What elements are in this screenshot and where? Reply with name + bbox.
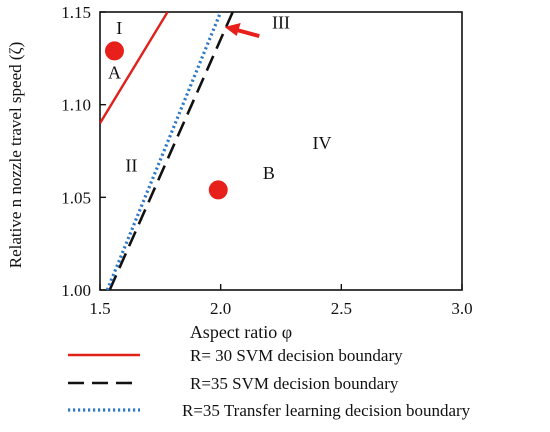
arrow-head bbox=[224, 22, 241, 36]
series-line-solid bbox=[100, 12, 169, 124]
region-label: IV bbox=[313, 133, 332, 153]
plot-frame bbox=[99, 11, 463, 291]
legend-label: R=35 SVM decision boundary bbox=[190, 374, 399, 393]
region-label: A bbox=[108, 63, 121, 83]
legend: R= 30 SVM decision boundary R=35 SVM deci… bbox=[68, 346, 471, 420]
series-group bbox=[100, 12, 234, 290]
x-tick-label: 2.5 bbox=[331, 299, 352, 318]
axes: 1.5 2.0 2.5 3.0 1.00 1.05 1.10 1.15 Aspect ratio… bbox=[6, 3, 473, 342]
x-tick-label: 1.5 bbox=[89, 299, 110, 318]
y-tick-label: 1.00 bbox=[61, 281, 91, 300]
series-line-dashed bbox=[108, 12, 234, 290]
series-line-dotted bbox=[105, 12, 223, 290]
data-point bbox=[208, 180, 228, 200]
y-tick-label: 1.15 bbox=[61, 3, 91, 22]
y-axis-label: Relative n nozzle travel speed (ζ) bbox=[6, 42, 25, 269]
region-label: II bbox=[125, 155, 137, 175]
x-tick-label: 2.0 bbox=[210, 299, 231, 318]
x-axis-label: Aspect ratio φ bbox=[190, 322, 292, 342]
legend-label: R= 30 SVM decision boundary bbox=[190, 346, 403, 365]
legend-label: R=35 Transfer learning decision boundary bbox=[182, 401, 471, 420]
marks-group: I A II B IV III bbox=[104, 13, 332, 200]
arrow-shaft bbox=[236, 28, 260, 39]
y-tick-label: 1.05 bbox=[61, 188, 91, 207]
region-label: I bbox=[116, 18, 122, 38]
region-label: III bbox=[272, 13, 290, 33]
x-tick-label: 3.0 bbox=[451, 299, 472, 318]
region-label: B bbox=[263, 163, 275, 183]
data-point bbox=[104, 41, 124, 61]
y-tick-label: 1.10 bbox=[61, 96, 91, 115]
